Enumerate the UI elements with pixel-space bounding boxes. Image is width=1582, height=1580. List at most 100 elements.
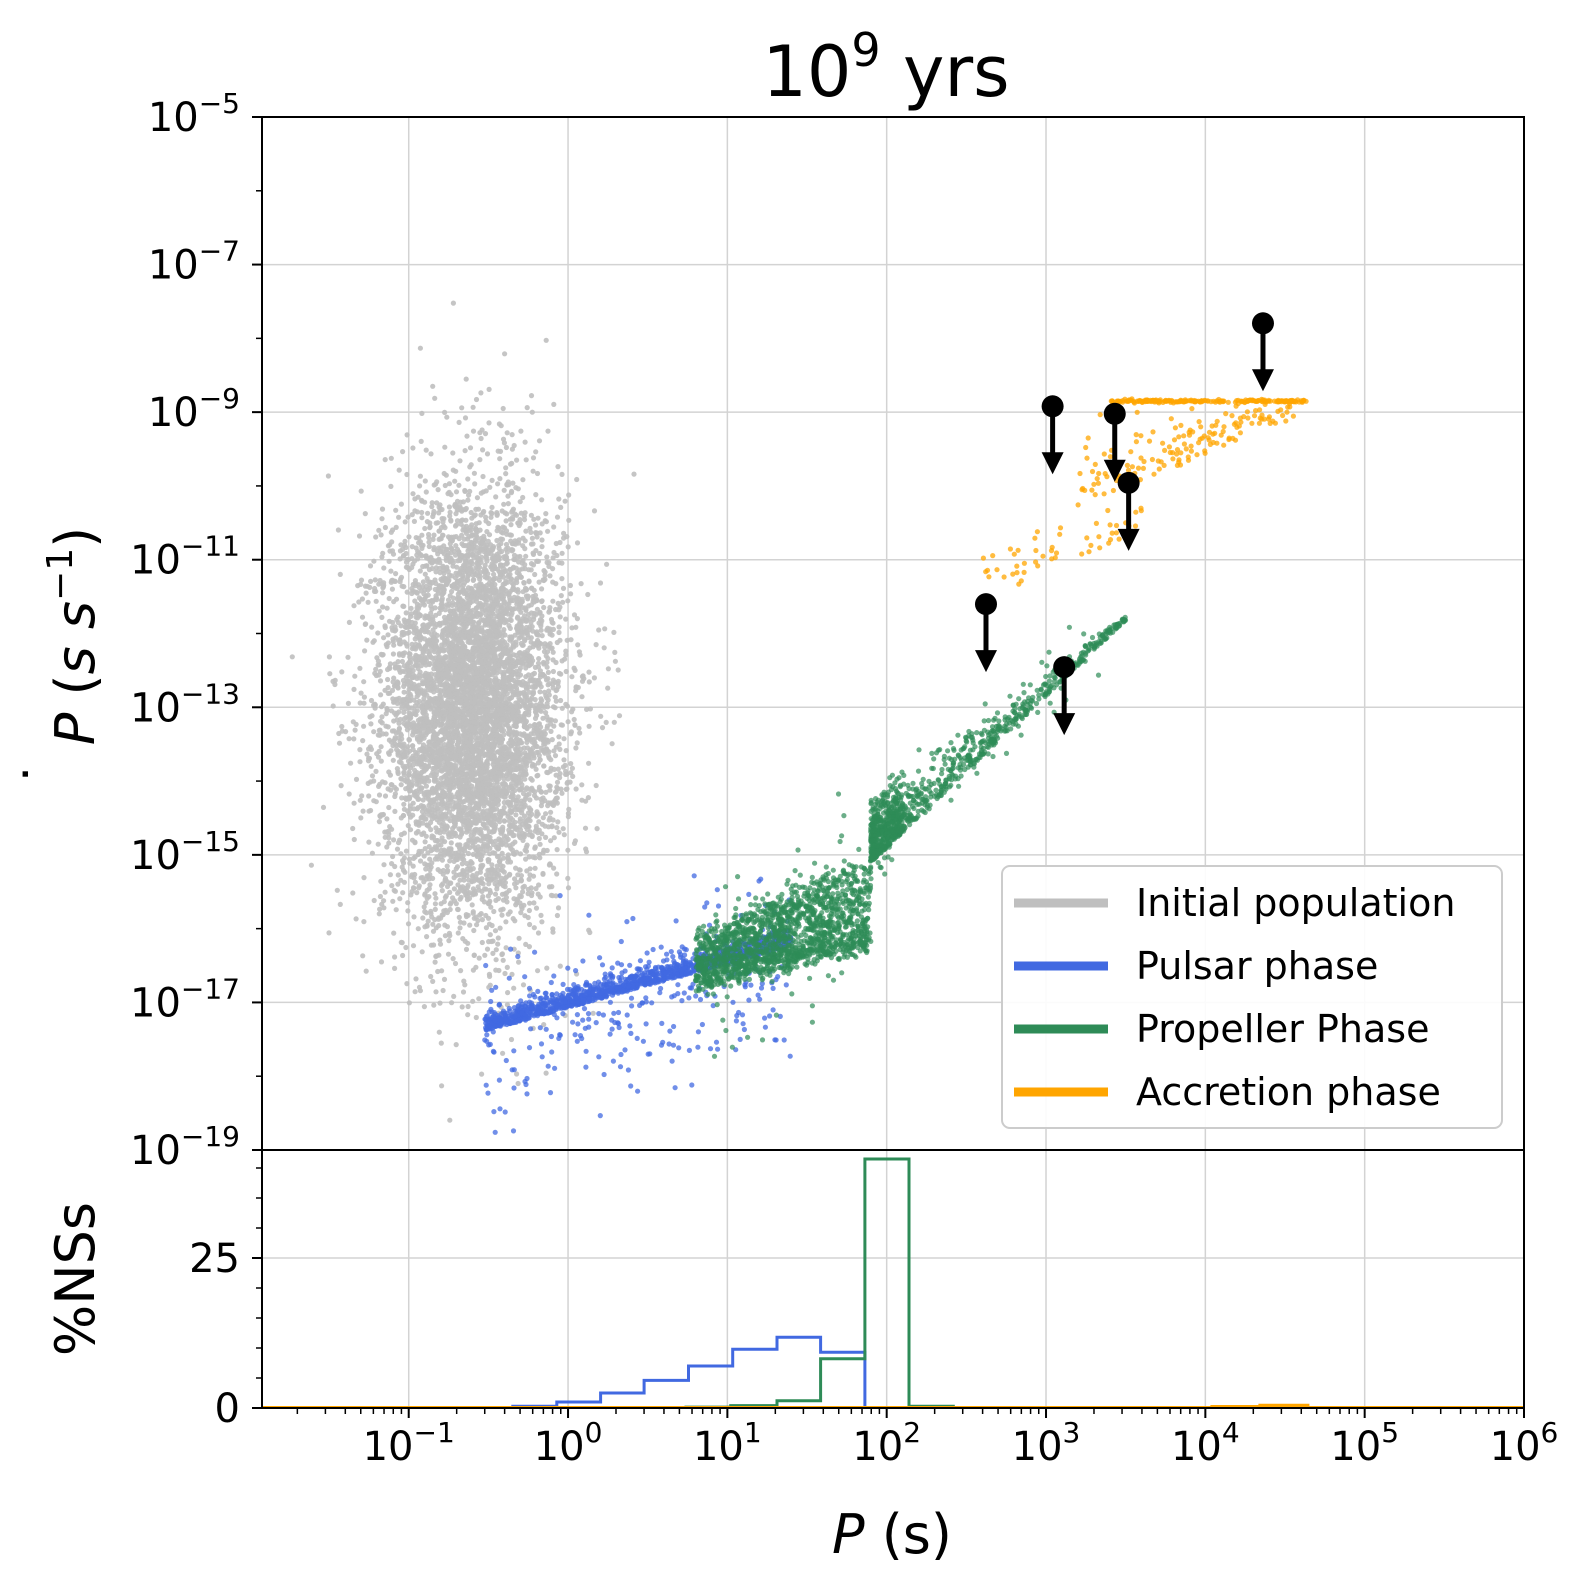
initial-population-point <box>386 737 392 743</box>
initial-population-point <box>558 504 564 510</box>
initial-population-point <box>605 666 612 672</box>
initial-population-point <box>528 393 535 399</box>
initial-population-point <box>396 709 402 715</box>
initial-population-point <box>406 1000 412 1006</box>
initial-population-point <box>361 875 367 881</box>
initial-population-point <box>411 630 417 636</box>
initial-population-point <box>538 696 544 702</box>
initial-population-point <box>379 506 386 512</box>
initial-population-point <box>373 598 379 604</box>
initial-population-point <box>464 433 470 439</box>
initial-population-point <box>558 671 564 677</box>
initial-population-point <box>564 703 571 709</box>
initial-population-point <box>422 525 428 532</box>
initial-population-point <box>400 553 406 559</box>
initial-population-point <box>476 955 482 961</box>
initial-population-point <box>539 544 545 550</box>
initial-population-point <box>539 919 545 925</box>
initial-population-point <box>554 912 561 919</box>
initial-population-point <box>363 968 369 974</box>
initial-population-point <box>413 976 419 982</box>
initial-population-point <box>389 586 395 592</box>
initial-population-point <box>373 768 379 775</box>
initial-population-point <box>554 847 560 853</box>
chart-title: 109 yrs <box>762 23 1009 113</box>
initial-population-point <box>440 987 446 994</box>
initial-population-point <box>559 471 565 477</box>
initial-population-point <box>539 497 545 503</box>
initial-population-point <box>459 1004 465 1010</box>
initial-population-point <box>504 964 510 971</box>
initial-population-point <box>537 689 543 695</box>
initial-population-point <box>453 543 459 549</box>
initial-population-point <box>484 529 490 535</box>
initial-population-point <box>510 606 516 612</box>
initial-population-point <box>410 943 417 949</box>
initial-population-point <box>507 871 513 878</box>
initial-population-point <box>400 449 406 455</box>
initial-population-point <box>485 538 491 544</box>
initial-population-point <box>462 448 468 454</box>
initial-population-point <box>383 642 389 648</box>
initial-population-point <box>447 1117 453 1123</box>
initial-population-point <box>357 700 363 706</box>
initial-population-point <box>488 514 494 520</box>
initial-population-point <box>523 618 529 624</box>
initial-population-point <box>507 566 513 573</box>
initial-population-point <box>378 878 384 884</box>
initial-population-point <box>357 797 363 803</box>
initial-population-point <box>510 547 516 553</box>
initial-population-point <box>357 747 363 753</box>
initial-population-point <box>481 533 487 539</box>
initial-population-point <box>369 624 375 630</box>
initial-population-point <box>605 685 611 691</box>
initial-population-point <box>498 529 504 535</box>
initial-population-point <box>412 598 418 604</box>
initial-population-point <box>386 769 392 775</box>
initial-population-point <box>489 477 495 483</box>
initial-population-point <box>503 471 509 477</box>
initial-population-point <box>428 451 434 457</box>
initial-population-point <box>500 957 506 963</box>
initial-population-point <box>392 965 398 972</box>
initial-population-point <box>366 839 372 845</box>
initial-population-point <box>439 968 445 974</box>
initial-population-point <box>561 757 567 763</box>
initial-population-point <box>543 677 550 683</box>
initial-population-point <box>430 705 436 711</box>
initial-population-point <box>505 729 512 735</box>
initial-population-point <box>368 763 374 769</box>
initial-population-point <box>520 837 526 844</box>
initial-population-point <box>565 598 571 604</box>
initial-population-point <box>421 696 427 702</box>
initial-population-point <box>599 725 606 731</box>
initial-population-point <box>550 649 556 655</box>
initial-population-point <box>517 867 523 873</box>
initial-population-point <box>435 968 441 975</box>
initial-population-point <box>495 524 501 530</box>
initial-population-point <box>382 457 388 463</box>
initial-population-point <box>430 875 436 882</box>
initial-population-point <box>446 846 452 852</box>
initial-population-point <box>392 793 398 800</box>
initial-population-point <box>405 823 411 829</box>
initial-population-point <box>522 585 529 592</box>
initial-population-point <box>523 528 529 534</box>
initial-population-point <box>335 527 341 533</box>
initial-population-point <box>357 665 363 671</box>
initial-population-point <box>387 872 393 878</box>
initial-population-point <box>537 550 543 557</box>
initial-population-point <box>565 544 571 550</box>
initial-population-point <box>560 826 566 832</box>
initial-population-point <box>386 558 392 565</box>
initial-population-point <box>486 900 492 906</box>
initial-population-point <box>579 694 585 700</box>
initial-population-point <box>376 527 382 533</box>
initial-population-point <box>615 667 621 673</box>
initial-population-point <box>524 745 531 751</box>
initial-population-point <box>376 672 382 678</box>
initial-population-point <box>480 447 486 453</box>
initial-population-point <box>531 925 537 931</box>
initial-population-point <box>479 595 485 601</box>
initial-population-point <box>332 677 338 684</box>
